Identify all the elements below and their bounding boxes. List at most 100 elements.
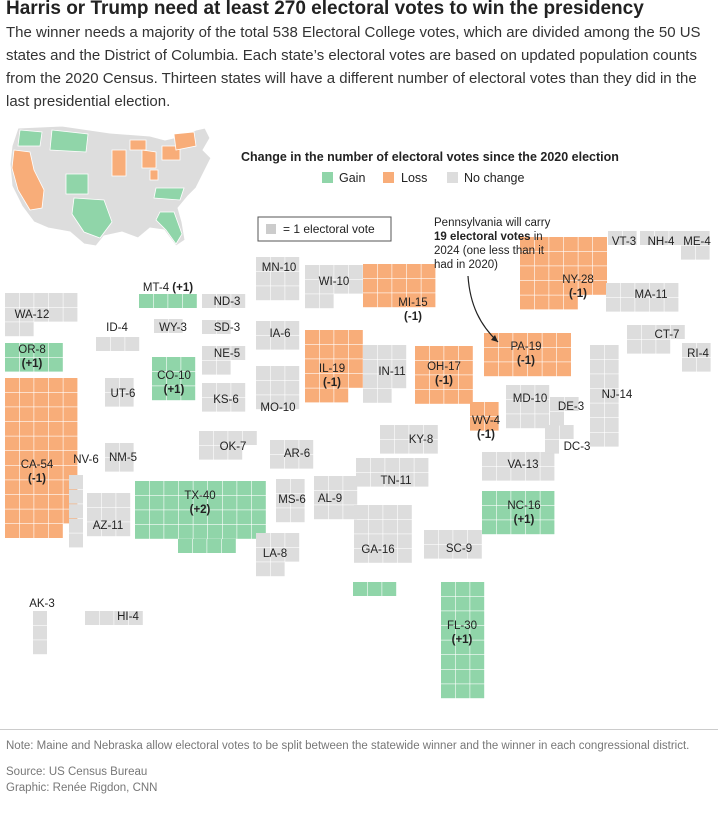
vote-tile xyxy=(328,476,343,490)
vote-tile xyxy=(578,266,593,281)
vote-tile xyxy=(34,509,49,524)
vote-tile xyxy=(319,388,334,403)
vote-tile xyxy=(305,344,319,359)
vote-tile xyxy=(363,264,377,278)
vote-tile xyxy=(511,520,526,535)
vote-tile xyxy=(455,669,470,684)
vote-tile xyxy=(394,439,409,454)
vote-tile xyxy=(19,378,34,392)
vote-tile xyxy=(213,445,228,460)
state-label-nd: ND-3 xyxy=(214,296,241,308)
vote-tile xyxy=(135,495,149,510)
vote-tile xyxy=(356,472,370,487)
vote-tile xyxy=(506,385,520,399)
state-wa xyxy=(5,293,78,337)
inset-us-map xyxy=(9,125,212,247)
vote-tile xyxy=(149,481,164,495)
legend-gain-swatch xyxy=(322,172,333,183)
state-mi xyxy=(363,264,436,308)
vote-tile xyxy=(48,307,63,322)
vote-tile xyxy=(256,562,270,577)
vote-tile xyxy=(458,389,473,404)
vote-tile xyxy=(453,530,468,544)
state-label-pa: PA-19 xyxy=(510,341,541,353)
vote-tile xyxy=(5,421,19,436)
vote-tile xyxy=(590,388,604,403)
vote-tile xyxy=(406,278,421,293)
state-change-wv: (-1) xyxy=(477,429,495,441)
vote-tile xyxy=(199,445,213,460)
unit-legend-label: = 1 electoral vote xyxy=(283,222,375,236)
inset-wv xyxy=(149,169,159,181)
vote-tile xyxy=(231,383,246,397)
vote-tile xyxy=(164,495,179,510)
state-label-hi: HI-4 xyxy=(117,611,139,623)
vote-tile xyxy=(34,293,49,307)
vote-tile xyxy=(285,380,300,395)
vote-tile xyxy=(429,389,444,404)
vote-tile xyxy=(564,397,579,411)
state-label-ak: AK-3 xyxy=(29,598,55,610)
vote-tile xyxy=(392,345,407,359)
state-mo xyxy=(256,366,300,410)
vote-tile xyxy=(270,286,285,301)
state-az xyxy=(87,493,131,537)
inset-tx xyxy=(71,197,113,239)
vote-tile xyxy=(5,343,19,357)
vote-tile xyxy=(441,640,455,655)
vote-tile xyxy=(455,655,470,669)
state-de xyxy=(550,397,579,426)
vote-tile xyxy=(5,378,19,392)
vote-tile xyxy=(285,286,300,301)
vote-tile xyxy=(19,357,34,372)
vote-tile xyxy=(34,465,49,480)
vote-tile xyxy=(48,480,63,495)
state-tiles xyxy=(5,231,711,699)
vote-tile xyxy=(397,519,412,534)
vote-tile xyxy=(545,425,559,439)
annotation-arrow-line xyxy=(467,275,499,343)
vote-tile xyxy=(354,519,368,534)
state-label-il: IL-19 xyxy=(319,363,345,375)
vote-tile xyxy=(540,452,555,466)
vote-tile xyxy=(34,494,49,509)
vote-tile xyxy=(641,339,656,354)
vote-tile xyxy=(334,373,349,388)
vote-tile xyxy=(563,295,578,310)
vote-tile xyxy=(397,534,412,549)
vote-tile xyxy=(69,533,83,548)
vote-tile xyxy=(496,452,511,466)
state-il xyxy=(305,330,363,403)
vote-tile xyxy=(557,333,571,347)
vote-tile xyxy=(484,402,499,416)
vote-tile xyxy=(231,346,246,360)
vote-tile xyxy=(682,357,696,372)
state-me xyxy=(681,231,710,260)
vote-tile xyxy=(285,366,300,380)
vote-tile xyxy=(334,330,349,344)
vote-tile xyxy=(48,343,63,357)
state-sd xyxy=(202,320,231,334)
vote-tile xyxy=(216,346,231,360)
vote-tile xyxy=(19,436,34,451)
vote-tile xyxy=(178,495,193,510)
vote-tile xyxy=(429,346,444,360)
vote-tile xyxy=(164,524,179,539)
vote-tile xyxy=(534,295,549,310)
vote-tile xyxy=(192,539,207,553)
vote-tile xyxy=(276,493,290,508)
state-sc xyxy=(424,530,482,559)
state-label-ms: MS-6 xyxy=(278,494,305,506)
vote-tile xyxy=(256,321,270,335)
vote-tile xyxy=(441,669,455,684)
vote-tile xyxy=(470,582,485,596)
vote-tile xyxy=(606,283,620,297)
vote-tile xyxy=(482,452,496,466)
legend-gain-label: Gain xyxy=(339,171,365,185)
vote-tile xyxy=(116,507,131,522)
electoral-cartogram: Change in the number of electoral votes … xyxy=(5,125,711,699)
vote-tile xyxy=(63,293,78,307)
vote-tile xyxy=(228,431,243,445)
vote-tile xyxy=(470,684,485,699)
vote-tile xyxy=(319,359,334,374)
